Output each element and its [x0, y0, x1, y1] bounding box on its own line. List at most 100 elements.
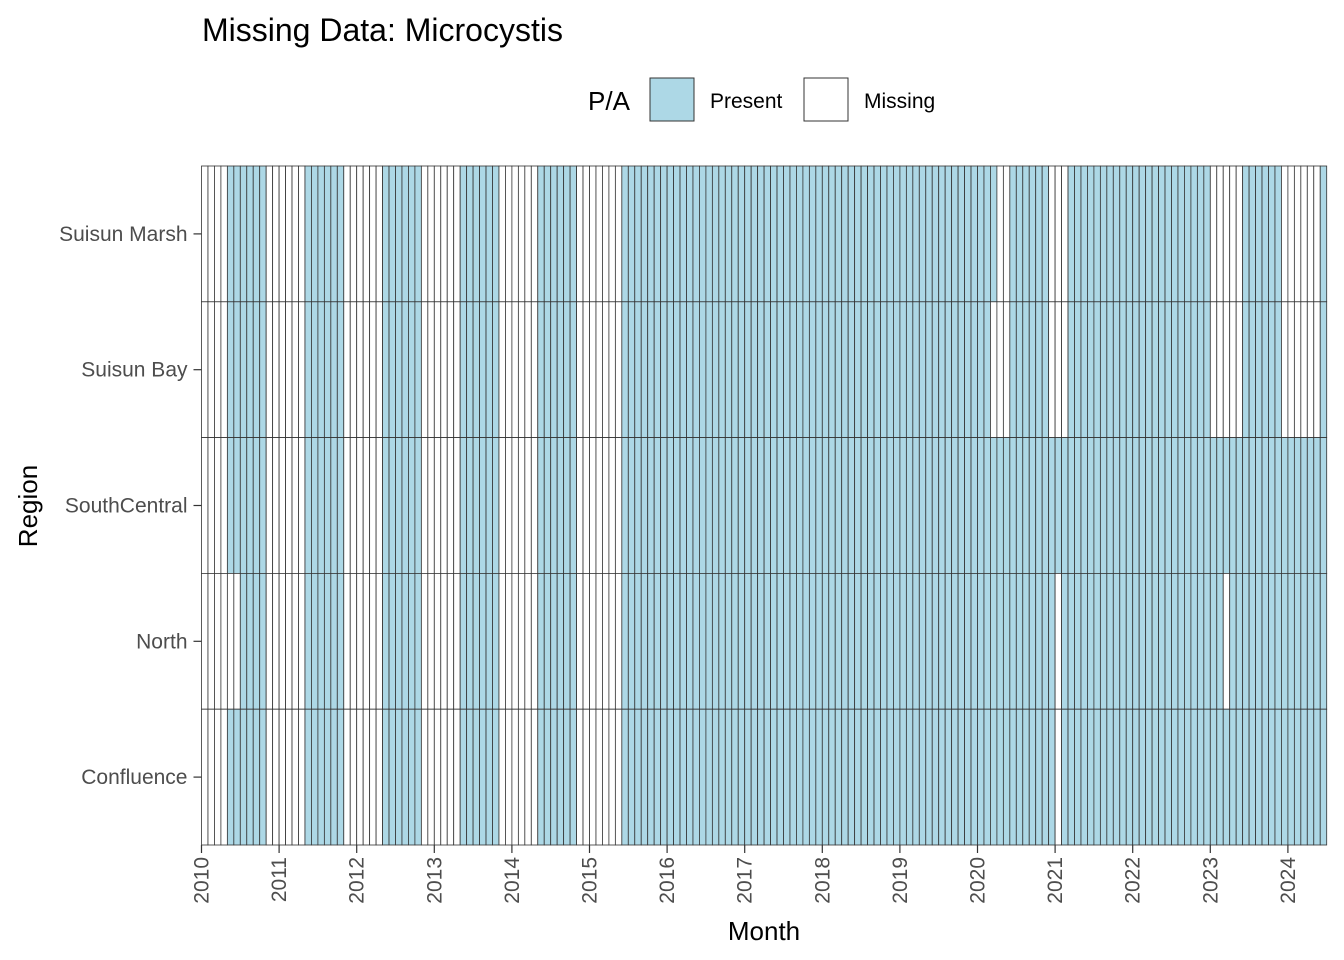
heatmap-cell — [595, 437, 603, 574]
heatmap-cell — [1028, 165, 1037, 303]
heatmap-cell — [1061, 437, 1069, 574]
heatmap-cell — [252, 573, 261, 710]
heatmap-cell — [1112, 437, 1121, 574]
heatmap-cell — [550, 708, 558, 846]
heatmap-cell — [647, 573, 655, 710]
heatmap-cell — [1268, 708, 1276, 846]
heatmap-cell — [1190, 301, 1198, 438]
heatmap-cell — [1074, 573, 1082, 710]
heatmap-cell — [537, 573, 545, 710]
heatmap-cell — [1293, 573, 1302, 710]
heatmap-cell — [614, 165, 623, 303]
heatmap-cell — [944, 437, 953, 574]
heatmap-cell — [1041, 301, 1050, 438]
heatmap-cell — [1151, 165, 1159, 303]
heatmap-cell — [841, 437, 849, 574]
heatmap-cell — [647, 301, 655, 438]
heatmap-cell — [1196, 301, 1205, 438]
heatmap-cell — [686, 165, 694, 303]
heatmap-cell — [1119, 165, 1127, 303]
heatmap-cell — [1119, 573, 1127, 710]
heatmap-cell — [479, 165, 487, 303]
legend-title: P/A — [588, 86, 631, 116]
heatmap-cell — [841, 301, 849, 438]
heatmap-cell — [1054, 165, 1062, 303]
heatmap-cell — [1106, 437, 1114, 574]
heatmap-cell — [983, 708, 991, 846]
heatmap-cell — [582, 708, 590, 846]
heatmap-cell — [524, 437, 532, 574]
heatmap-cell — [362, 708, 371, 846]
heatmap-cell — [298, 573, 306, 710]
heatmap-cell — [957, 165, 965, 303]
heatmap-cell — [1106, 573, 1114, 710]
heatmap-cell — [802, 165, 810, 303]
heatmap-cell — [692, 708, 700, 846]
heatmap-cell — [640, 165, 649, 303]
heatmap-cell — [453, 301, 461, 438]
heatmap-cell — [679, 165, 687, 303]
heatmap-cell — [433, 165, 442, 303]
heatmap-cell — [291, 708, 299, 846]
x-tick-label: 2021 — [1044, 857, 1067, 904]
heatmap-cell — [563, 301, 571, 438]
y-tick-label: SouthCentral — [65, 495, 188, 518]
heatmap-cell — [388, 573, 396, 710]
heatmap-cell — [375, 573, 383, 710]
heatmap-cell — [796, 301, 804, 438]
heatmap-cell — [201, 573, 209, 710]
heatmap-cell — [395, 437, 403, 574]
heatmap-cell — [899, 708, 907, 846]
heatmap-cell — [1132, 165, 1140, 303]
heatmap-cell — [957, 708, 965, 846]
heatmap-cell — [750, 437, 759, 574]
heatmap-cell — [608, 165, 616, 303]
heatmap-cell — [847, 708, 856, 846]
heatmap-cell — [1132, 437, 1140, 574]
heatmap-cell — [414, 573, 422, 710]
heatmap-cell — [660, 437, 668, 574]
heatmap-cell — [395, 708, 403, 846]
heatmap-cell — [440, 301, 448, 438]
heatmap-cell — [1099, 301, 1108, 438]
heatmap-cell — [808, 573, 817, 710]
heatmap-cell — [660, 165, 668, 303]
heatmap-cell — [207, 437, 215, 574]
heatmap-cell — [440, 573, 448, 710]
heatmap-cell — [362, 165, 371, 303]
heatmap-cell — [1164, 165, 1172, 303]
heatmap-cell — [517, 165, 526, 303]
heatmap-cell — [459, 573, 468, 710]
heatmap-cell — [466, 708, 474, 846]
heatmap-cell — [1074, 437, 1082, 574]
heatmap-cell — [1002, 165, 1011, 303]
heatmap-cell — [1287, 301, 1295, 438]
heatmap-cell — [699, 437, 707, 574]
heatmap-cell — [1158, 301, 1166, 438]
heatmap-cell — [880, 708, 888, 846]
heatmap-cell — [1261, 708, 1269, 846]
heatmap-cell — [201, 437, 209, 574]
heatmap-cell — [666, 301, 674, 438]
heatmap-cell — [828, 708, 836, 846]
heatmap-cell — [1319, 573, 1328, 710]
heatmap-cell — [343, 165, 351, 303]
heatmap-cell — [951, 165, 959, 303]
heatmap-cell — [1287, 573, 1295, 710]
heatmap-cell — [1145, 301, 1153, 438]
heatmap-cell — [589, 301, 597, 438]
heatmap-cell — [867, 301, 875, 438]
heatmap-cell — [763, 437, 771, 574]
heatmap-cell — [660, 301, 668, 438]
heatmap-cell — [336, 301, 345, 438]
heatmap-cell — [770, 708, 778, 846]
heatmap-cell — [944, 165, 953, 303]
heatmap-cell — [815, 301, 823, 438]
heatmap-cell — [336, 437, 345, 574]
heatmap-cell — [860, 573, 868, 710]
heatmap-cell — [634, 437, 642, 574]
heatmap-cell — [576, 165, 584, 303]
heatmap-cell — [1248, 708, 1256, 846]
heatmap-cell — [1002, 708, 1011, 846]
